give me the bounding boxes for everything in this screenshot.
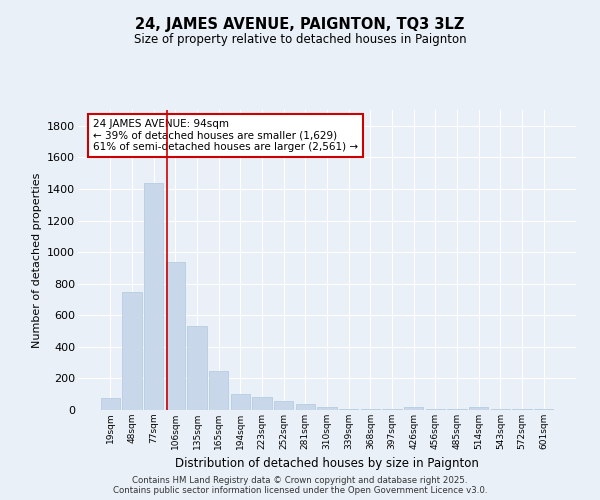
Bar [230, 394, 250, 410]
Text: 24, JAMES AVENUE, PAIGNTON, TQ3 3LZ: 24, JAMES AVENUE, PAIGNTON, TQ3 3LZ [136, 18, 464, 32]
Text: Size of property relative to detached houses in Paignton: Size of property relative to detached ho… [134, 32, 466, 46]
X-axis label: Distribution of detached houses by size in Paignton: Distribution of detached houses by size … [175, 458, 479, 470]
Bar [491, 409, 510, 410]
Bar [339, 408, 358, 410]
Bar [469, 407, 488, 410]
Bar [512, 409, 532, 410]
Text: 24 JAMES AVENUE: 94sqm
← 39% of detached houses are smaller (1,629)
61% of semi-: 24 JAMES AVENUE: 94sqm ← 39% of detached… [93, 119, 358, 152]
Bar [404, 407, 424, 410]
Bar [209, 370, 229, 410]
Bar [187, 326, 207, 410]
Bar [144, 182, 163, 410]
Bar [361, 409, 380, 410]
Bar [534, 409, 553, 410]
Bar [252, 398, 272, 410]
Bar [101, 398, 120, 410]
Bar [296, 404, 315, 410]
Bar [166, 262, 185, 410]
Y-axis label: Number of detached properties: Number of detached properties [32, 172, 41, 348]
Bar [122, 292, 142, 410]
Bar [425, 408, 445, 410]
Bar [274, 402, 293, 410]
Text: Contains HM Land Registry data © Crown copyright and database right 2025.
Contai: Contains HM Land Registry data © Crown c… [113, 476, 487, 495]
Bar [317, 407, 337, 410]
Bar [447, 409, 467, 410]
